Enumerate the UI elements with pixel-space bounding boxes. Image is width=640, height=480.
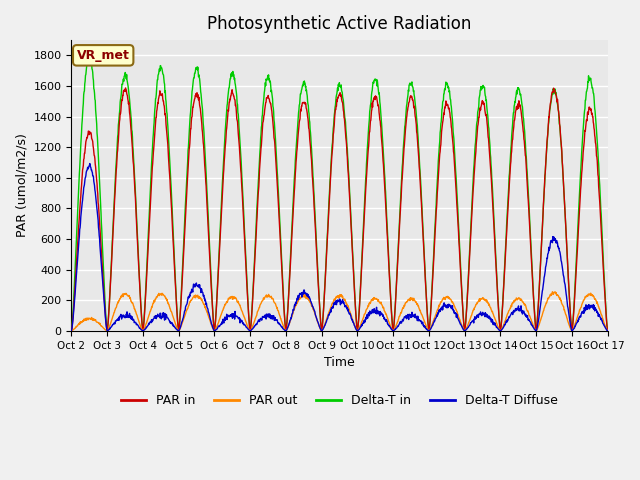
Delta-T in <box>307 130 314 135</box>
Delta-T in <box>131 188 139 193</box>
PAR out <box>109 313 116 319</box>
Delta-T Diffuse <box>131 320 139 325</box>
Y-axis label: PAR (umol/m2/s): PAR (umol/m2/s) <box>15 133 28 238</box>
Text: VR_met: VR_met <box>77 49 130 62</box>
Delta-T Diffuse <box>68 328 76 334</box>
PAR in <box>316 314 324 320</box>
Delta-T Diffuse <box>86 161 93 167</box>
Line: Delta-T Diffuse: Delta-T Diffuse <box>72 164 608 331</box>
Delta-T Diffuse <box>109 321 117 327</box>
PAR out <box>548 289 556 295</box>
Delta-T Diffuse <box>307 298 314 304</box>
Title: Photosynthetic Active Radiation: Photosynthetic Active Radiation <box>207 15 472 33</box>
Delta-T in <box>109 218 117 224</box>
PAR in <box>373 96 381 102</box>
Line: PAR out: PAR out <box>72 292 608 331</box>
PAR out <box>131 307 139 312</box>
PAR in <box>296 119 303 125</box>
Delta-T in <box>373 83 381 89</box>
Delta-T Diffuse <box>373 311 381 317</box>
PAR out <box>307 299 314 304</box>
PAR in <box>68 328 76 334</box>
Delta-T Diffuse <box>296 293 303 299</box>
Delta-T in <box>296 102 303 108</box>
X-axis label: Time: Time <box>324 356 355 369</box>
Delta-T in <box>604 328 612 334</box>
Delta-T in <box>316 312 324 318</box>
PAR in <box>109 230 116 236</box>
Delta-T in <box>68 328 76 334</box>
PAR in <box>122 85 129 91</box>
Line: PAR in: PAR in <box>72 88 608 331</box>
PAR out <box>68 328 76 334</box>
PAR out <box>372 296 380 302</box>
Delta-T Diffuse <box>316 326 324 332</box>
PAR in <box>604 328 612 334</box>
PAR in <box>131 193 139 199</box>
PAR out <box>316 325 324 331</box>
PAR out <box>295 296 303 302</box>
Line: Delta-T in: Delta-T in <box>72 56 608 331</box>
PAR out <box>604 328 612 334</box>
PAR in <box>307 144 314 150</box>
Delta-T in <box>85 53 93 59</box>
Legend: PAR in, PAR out, Delta-T in, Delta-T Diffuse: PAR in, PAR out, Delta-T in, Delta-T Dif… <box>116 389 563 412</box>
Delta-T Diffuse <box>604 328 612 334</box>
